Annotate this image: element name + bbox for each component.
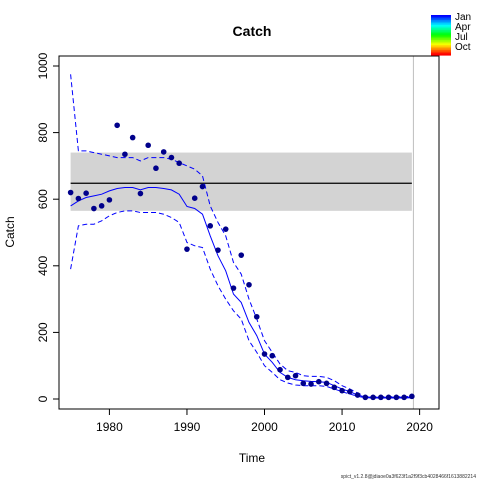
observed-catch-point (409, 393, 415, 400)
observed-catch-point (176, 160, 183, 167)
observed-catch-point (292, 372, 299, 379)
legend-color-swatch (431, 16, 451, 19)
observed-catch-point (83, 190, 89, 197)
legend-label: Apr (455, 22, 471, 33)
observed-catch-point (393, 394, 400, 401)
y-tick-label: 600 (36, 189, 50, 209)
legend-color-swatch (431, 15, 451, 18)
observed-catch-point (230, 285, 237, 291)
legend-label: Oct (455, 42, 471, 53)
y-tick-label: 800 (36, 122, 50, 142)
x-tick-label: 1980 (96, 420, 123, 434)
legend-color-swatch (431, 21, 451, 24)
x-tick-label: 1990 (174, 420, 201, 434)
observed-catch-point (378, 394, 384, 401)
observed-catch-point (215, 247, 221, 253)
observed-catch-point (339, 387, 345, 394)
legend-label: Jul (455, 32, 468, 43)
legend-color-swatch (431, 25, 451, 28)
y-axis-label: Catch (3, 216, 17, 247)
legend-color-swatch (431, 30, 451, 33)
observed-catch-point (315, 378, 322, 385)
chart-title: Catch (233, 23, 272, 39)
legend-color-swatch (431, 28, 451, 31)
observed-catch-point (67, 189, 74, 196)
x-axis: 1980 1990 2000 2010 2020 (96, 409, 433, 434)
observed-catch-point (238, 252, 245, 258)
observed-catch-point (160, 149, 167, 155)
legend-color-swatch (431, 46, 451, 49)
legend-color-swatch (431, 23, 451, 26)
observed-catch-point (347, 388, 353, 395)
legend-color-swatch (431, 35, 451, 38)
y-tick-label: 0 (36, 395, 50, 402)
msy-band (70, 152, 412, 211)
y-tick-label: 1000 (36, 52, 50, 79)
observed-catch-point (362, 394, 369, 401)
observed-catch-point (122, 151, 128, 158)
y-tick-label: 200 (36, 322, 50, 342)
legend-color-swatch (431, 45, 451, 48)
observed-catch-point (114, 122, 120, 129)
legend-color-swatch (431, 48, 451, 51)
observed-catch-point (106, 197, 113, 203)
x-tick-label: 2010 (329, 420, 356, 434)
observed-catch-point (184, 246, 190, 252)
observed-catch-point (261, 351, 268, 357)
x-tick-label: 2020 (406, 420, 433, 434)
observed-catch-point (191, 195, 198, 201)
legend-color-swatch (431, 43, 451, 46)
x-axis-label: Time (239, 451, 266, 465)
upper-ci-line (70, 74, 412, 398)
fitted-catch-line (70, 187, 412, 398)
observed-catch-point (91, 205, 97, 212)
legend-label: Jan (455, 12, 471, 23)
legend-color-swatch (431, 50, 451, 53)
observed-catch-point (75, 195, 82, 202)
observed-catch-point (129, 134, 136, 141)
legend-color-swatch (431, 36, 451, 39)
observed-catch-point (145, 142, 151, 149)
plot-area (67, 56, 415, 409)
observed-catch-point (222, 226, 229, 232)
observed-catch-point (277, 366, 283, 373)
y-tick-label: 400 (36, 255, 50, 275)
observed-catch-point (137, 190, 144, 197)
lower-ci-line (70, 210, 412, 399)
observed-catch-point (168, 154, 175, 161)
observed-catch-point (354, 392, 361, 398)
observed-catch-point (153, 165, 159, 172)
x-tick-label: 2000 (251, 420, 278, 434)
y-axis: 0 200 400 600 800 1000 (36, 52, 59, 402)
plot-frame (58, 55, 440, 410)
observed-catch-point (308, 381, 314, 387)
legend-color-swatch (431, 53, 451, 56)
observed-catch-point (331, 384, 338, 391)
observed-catch-point (370, 394, 376, 401)
legend-color-swatch (431, 20, 451, 23)
observed-catch-point (269, 352, 276, 359)
observed-catch-point (300, 380, 307, 387)
legend-color-swatch (431, 41, 451, 44)
legend-color-swatch (431, 38, 451, 41)
observed-catch-point (385, 394, 392, 401)
legend-color-swatch (431, 51, 451, 54)
legend-color-swatch (431, 40, 451, 43)
legend-color-swatch (431, 31, 451, 34)
legend-color-swatch (431, 26, 451, 29)
observed-catch-point (207, 223, 214, 229)
legend-color-swatch (431, 33, 451, 36)
observed-catch-point (323, 380, 330, 387)
observed-catch-point (284, 374, 291, 381)
observed-catch-point (199, 183, 206, 190)
observed-catch-point (246, 281, 252, 288)
observed-catch-point (98, 203, 105, 209)
observed-catch-point (253, 313, 260, 320)
legend-color-swatch (431, 18, 451, 21)
observed-catch-point (401, 394, 407, 401)
version-footnote: spict_v1.2.8@jdiaoe0a3f623f1a2f9f3cb4028… (341, 474, 476, 480)
